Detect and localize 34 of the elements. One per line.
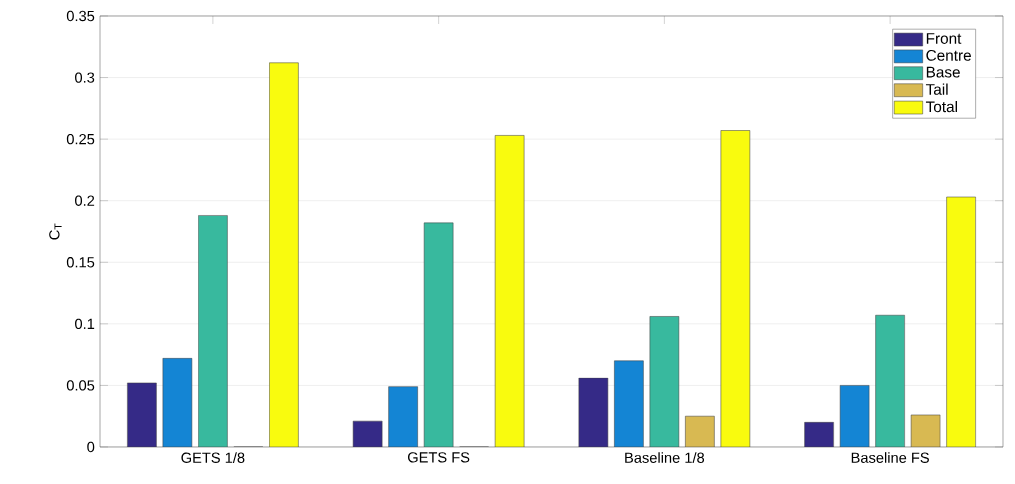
- y-tick-label: 0.15: [66, 257, 95, 268]
- bar: [875, 314, 905, 447]
- bar: [720, 130, 751, 447]
- bar: [269, 62, 299, 447]
- bar: [804, 422, 834, 447]
- y-tick-label: 0.2: [75, 195, 95, 206]
- bar: [649, 316, 680, 447]
- legend-label: Total: [925, 100, 957, 113]
- x-tick-label: Baseline 1/8: [625, 452, 705, 463]
- x-tick-label: GETS FS: [407, 452, 470, 463]
- y-tick-label: 0.25: [66, 133, 95, 145]
- legend-label: Centre: [926, 49, 971, 61]
- legend-label: Base: [926, 66, 960, 78]
- bar: [946, 196, 976, 447]
- legend-label: Tail: [925, 83, 948, 95]
- y-tick-label: 0: [87, 441, 95, 453]
- y-tick-label: 0.1: [75, 318, 95, 330]
- x-tick-label: Baseline FS: [851, 452, 929, 463]
- bar: [578, 377, 609, 447]
- x-tick-label: GETS 1/8: [181, 452, 245, 463]
- y-axis-title: C$_{T}$: [49, 223, 62, 240]
- bar: [423, 222, 454, 447]
- bar: [198, 215, 228, 447]
- bar: [839, 385, 870, 447]
- bar: [685, 415, 715, 447]
- y-tick-label: 0.35: [66, 10, 95, 22]
- y-tick-label: 0.3: [75, 72, 95, 83]
- bar: [388, 386, 418, 447]
- legend-label: Front: [926, 33, 962, 44]
- bar: [162, 358, 193, 447]
- y-tick-label: 0.05: [66, 380, 95, 391]
- bar: [127, 382, 157, 447]
- bar: [614, 360, 644, 447]
- bar: [494, 135, 525, 447]
